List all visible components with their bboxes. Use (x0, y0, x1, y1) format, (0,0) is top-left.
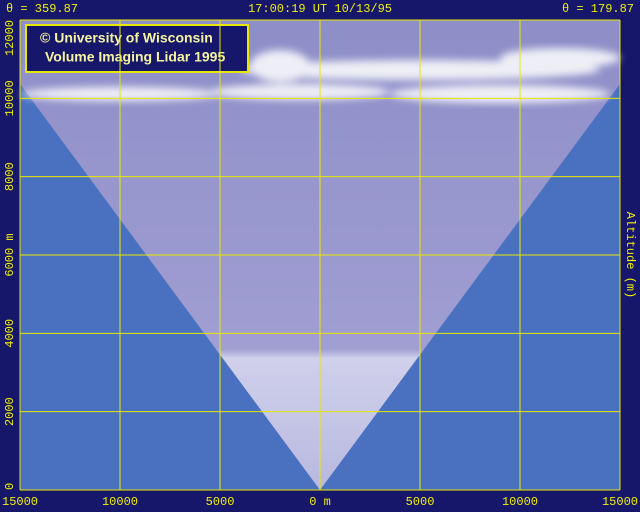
y2-axis-label: Altitude (m) (623, 212, 637, 298)
y-tick-label: 0 (3, 483, 17, 490)
logo-box (25, 24, 249, 73)
x-tick-label: 5000 (206, 495, 235, 509)
header-center: 17:00:19 UT 10/13/95 (248, 2, 392, 16)
y-tick-label: 4000 (3, 319, 17, 348)
cloud-layer (20, 48, 620, 103)
x-tick-label: 5000 (406, 495, 435, 509)
logo-line: © University of Wisconsin (40, 30, 213, 46)
y-tick-label: 2000 (3, 397, 17, 426)
logo-line: Volume Imaging Lidar 1995 (45, 49, 225, 65)
header-left: θ = 359.87 (6, 2, 78, 16)
y-tick-label: 10000 (3, 80, 17, 116)
header-right: θ = 179.87 (562, 2, 634, 16)
x-tick-label: 10000 (102, 495, 138, 509)
x-tick-label: 10000 (502, 495, 538, 509)
x-tick-label: 0 m (309, 495, 331, 509)
y-tick-label: 8000 (3, 162, 17, 191)
y-tick-label: 12000 (3, 20, 17, 56)
y-tick-label: 6000 m (3, 233, 17, 276)
x-tick-label: 15000 (602, 495, 638, 509)
x-tick-label: 15000 (2, 495, 38, 509)
